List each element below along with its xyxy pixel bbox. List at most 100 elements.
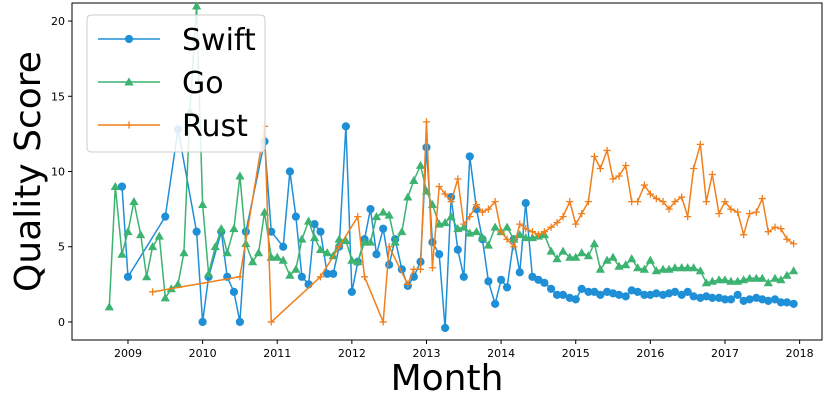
data-point-swift: [764, 296, 773, 305]
data-point-rust: [702, 197, 710, 206]
data-point-rust: [553, 219, 561, 227]
legend-label-rust: Rust: [182, 109, 248, 144]
data-point-swift: [435, 250, 444, 259]
data-point-rust: [684, 213, 692, 221]
data-point-rust: [659, 197, 667, 206]
data-point-swift: [422, 143, 431, 152]
x-tick-label: 2015: [562, 347, 590, 360]
data-point-go: [477, 233, 488, 242]
data-point-rust: [316, 273, 325, 281]
x-tick-label: 2013: [412, 347, 440, 360]
data-point-go: [390, 237, 400, 246]
data-point-go: [154, 231, 164, 240]
data-point-rust: [752, 208, 760, 216]
data-point-go: [278, 255, 288, 264]
y-tick-label: 0: [58, 316, 65, 329]
legend-item-rust: Rust: [98, 109, 248, 144]
data-point-swift: [733, 290, 742, 299]
data-point-swift: [329, 269, 338, 278]
data-point-rust: [734, 208, 742, 216]
data-point-go: [160, 293, 170, 302]
data-point-go: [235, 171, 245, 180]
legend-label-swift: Swift: [182, 23, 256, 58]
data-point-rust: [690, 164, 698, 173]
data-point-go: [639, 264, 649, 273]
data-point-swift: [491, 299, 500, 308]
data-point-rust: [379, 318, 387, 326]
data-point-go: [552, 254, 562, 263]
legend-marker-go: [124, 77, 134, 86]
data-point-rust: [566, 197, 574, 206]
y-tick-label: 20: [51, 15, 65, 28]
x-tick-label: 2012: [338, 347, 366, 360]
data-point-rust: [441, 190, 449, 198]
data-point-go: [720, 275, 730, 284]
data-point-go: [446, 212, 456, 221]
data-point-swift: [316, 227, 325, 236]
data-point-rust: [547, 223, 555, 231]
data-point-rust: [652, 194, 660, 203]
data-point-swift: [347, 287, 356, 296]
data-point-go: [347, 255, 357, 264]
data-point-swift: [161, 212, 170, 221]
data-point-go: [558, 246, 568, 255]
data-point-go: [303, 216, 314, 225]
data-point-swift: [652, 289, 661, 298]
data-point-rust: [428, 264, 437, 272]
data-point-swift: [198, 317, 207, 327]
data-point-go: [714, 275, 724, 284]
data-point-swift: [558, 290, 568, 299]
data-point-go: [683, 263, 693, 272]
data-point-go: [272, 252, 282, 261]
series-go: [104, 1, 799, 311]
data-point-swift: [279, 242, 288, 251]
data-point-go: [670, 263, 680, 272]
data-point-rust: [528, 228, 537, 236]
data-point-rust: [671, 197, 679, 206]
data-point-swift: [515, 268, 524, 277]
legend-item-go: Go: [98, 66, 224, 101]
data-point-go: [253, 248, 264, 257]
data-point-rust: [478, 208, 487, 216]
data-point-rust: [497, 228, 505, 236]
data-point-rust: [758, 194, 766, 203]
x-tick-label: 2017: [711, 347, 739, 360]
data-point-rust: [148, 288, 157, 296]
data-point-go: [565, 252, 575, 261]
data-point-go: [695, 266, 705, 275]
data-point-rust: [646, 190, 654, 198]
data-point-rust: [447, 197, 455, 206]
data-point-swift: [683, 287, 692, 296]
data-point-go: [515, 230, 525, 239]
data-point-go: [142, 272, 152, 281]
data-point-swift: [453, 245, 462, 254]
data-point-rust: [491, 197, 499, 206]
data-point-go: [651, 266, 661, 275]
data-point-go: [571, 252, 581, 261]
data-point-rust: [335, 243, 343, 251]
data-point-rust: [472, 200, 481, 209]
data-point-go: [471, 227, 482, 236]
data-point-go: [136, 230, 146, 239]
data-point-rust: [354, 213, 362, 221]
data-point-go: [123, 227, 133, 236]
data-point-go: [546, 246, 556, 255]
data-point-swift: [521, 198, 530, 208]
data-point-rust: [783, 235, 791, 243]
data-point-go: [726, 276, 736, 285]
data-point-rust: [746, 210, 754, 218]
x-axis: 2009 2010 2011 2012 2013 2014 2015 2016 2017 2018: [114, 340, 814, 360]
data-point-swift: [577, 284, 586, 293]
legend-marker-rust: [125, 121, 133, 129]
data-point-go: [409, 175, 419, 184]
data-point-go: [595, 264, 605, 273]
data-point-go: [589, 239, 599, 248]
data-point-swift: [571, 295, 580, 304]
data-point-rust: [404, 280, 412, 288]
data-point-go: [403, 192, 413, 201]
data-point-swift: [385, 260, 394, 269]
data-point-swift: [484, 277, 493, 286]
data-point-go: [173, 279, 183, 288]
x-tick-label: 2011: [263, 347, 291, 360]
data-point-rust: [708, 170, 716, 179]
